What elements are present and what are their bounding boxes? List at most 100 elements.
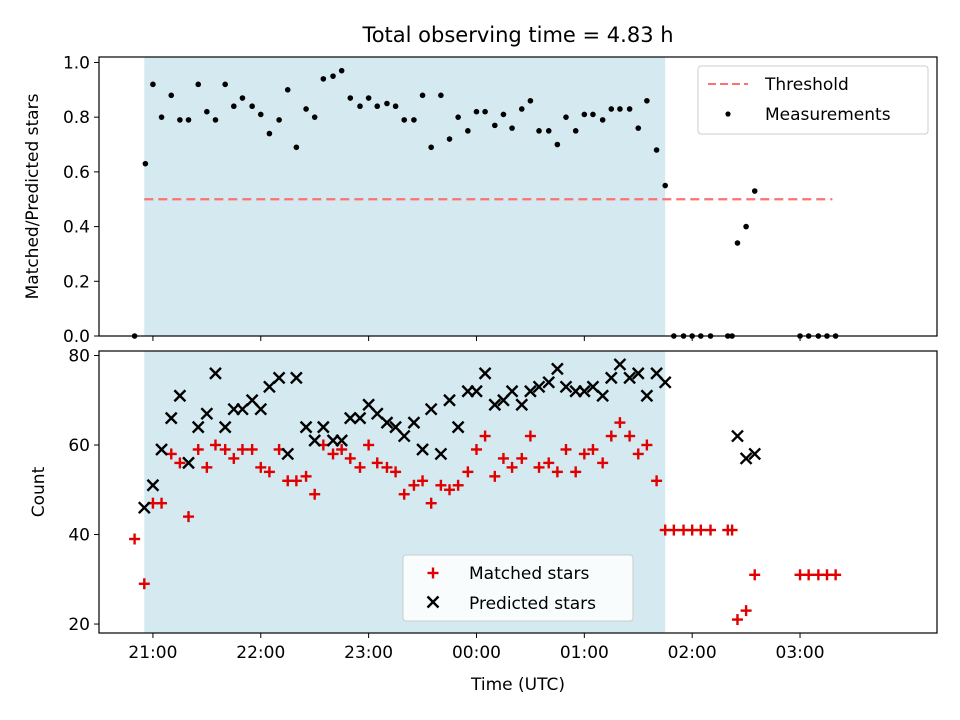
ratio-panel: 0.0 0.2 0.4 0.6 0.8 1.0 Matched/Predicted sta… (23, 53, 938, 347)
matched-star-point (138, 578, 150, 590)
matched-star-point (543, 457, 555, 469)
predicted-star-point (551, 362, 564, 376)
matched-star-point (749, 569, 761, 581)
x-stroke (650, 367, 663, 380)
x-stroke (353, 411, 367, 425)
x-stroke (451, 420, 465, 434)
x-stroke (488, 398, 502, 412)
measurement-point (599, 117, 606, 123)
count-plot-frame (98, 350, 938, 634)
x-stroke (236, 402, 249, 416)
measurement-point (266, 130, 273, 137)
x-stroke (182, 456, 195, 470)
x-stroke (443, 393, 456, 407)
x-stroke (424, 402, 438, 416)
x-stroke (532, 380, 546, 394)
predicted-star-point (281, 447, 295, 461)
measurement-point (572, 128, 579, 134)
y-tick-label: 1.0 (63, 53, 90, 73)
measurement-point (509, 125, 515, 131)
predicted-star-point (254, 402, 268, 416)
matched-star-point (129, 533, 141, 545)
matched-star-point (740, 605, 752, 617)
matched-star-point (632, 448, 644, 460)
matched-star-point (570, 466, 582, 478)
x-stroke (596, 389, 610, 403)
x-stroke (613, 358, 627, 371)
x-stroke (397, 429, 411, 443)
matched-star-point (803, 569, 815, 581)
predicted-star-point (577, 384, 591, 398)
x-stroke (362, 398, 375, 412)
measurement-point (177, 117, 183, 123)
predicted-star-point (182, 456, 195, 470)
measurement-point (465, 128, 471, 134)
predicted-star-point (370, 407, 384, 421)
predicted-star-point (640, 389, 654, 403)
measurement-point (222, 81, 228, 88)
predicted-star-point (308, 434, 322, 447)
x-stroke (380, 416, 394, 429)
measurement-point (653, 147, 660, 153)
measurement-point (492, 122, 498, 129)
matched-star-point (605, 430, 617, 442)
predicted-legend-label: Predicted stars (469, 594, 596, 614)
matched-star-point (236, 443, 248, 455)
count-y-axis: 20 40 60 80 (68, 346, 99, 635)
measurement-point (239, 95, 246, 101)
matched-star-point (668, 524, 680, 536)
y-tick-label: 0.8 (63, 108, 90, 128)
measurement-point (330, 73, 336, 79)
predicted-star-point (272, 371, 286, 385)
measurement-point (150, 81, 156, 88)
x-stroke (731, 429, 744, 443)
matched-star-point (156, 497, 168, 509)
count-panel: 20 40 60 80 21:00 22:00 23:00 00:00 01:00 02:00 0… (29, 346, 938, 695)
x-stroke (343, 411, 357, 425)
predicted-star-point (353, 411, 367, 425)
measurement-point (473, 108, 480, 115)
matched-star-point (363, 439, 375, 451)
measurement-point (617, 106, 623, 112)
x-stroke (335, 434, 349, 447)
measurement-point (142, 160, 149, 167)
measurement-point (455, 114, 461, 120)
count-legend: Matched stars Predicted stars (402, 554, 634, 622)
matched-star-point (624, 430, 636, 442)
matched-legend-label: Matched stars (469, 564, 589, 584)
measurement-point (374, 103, 381, 110)
predicted-star-point (478, 367, 492, 380)
matched-star-point (524, 430, 536, 442)
measurement-point (428, 144, 434, 151)
matched-star-point (560, 443, 572, 455)
measurement-point (500, 111, 507, 118)
predicted-star-point (451, 420, 465, 434)
x-stroke (290, 371, 303, 385)
x-tick-label: 21:00 (128, 643, 177, 663)
x-tick-label: 01:00 (560, 643, 609, 663)
x-stroke (551, 362, 564, 376)
measurement-point (392, 103, 399, 110)
y-tick-label: 80 (68, 346, 90, 366)
matched-star-point (327, 448, 339, 460)
matched-star-point (533, 461, 545, 473)
x-stroke (470, 384, 483, 398)
matched-star-point (597, 457, 609, 469)
measurement-point (384, 100, 390, 107)
x-stroke (515, 398, 529, 412)
measurement-point (257, 111, 264, 118)
measurement-point (608, 106, 615, 112)
measurement-point (158, 114, 165, 120)
y-tick-label: 20 (68, 615, 90, 635)
x-stroke (272, 371, 286, 385)
predicted-star-point (137, 501, 151, 515)
x-stroke (434, 447, 448, 461)
measurement-point (581, 111, 588, 118)
x-stroke (524, 384, 537, 398)
matched-star-point (435, 479, 447, 491)
ratio-y-axis: 0.0 0.2 0.4 0.6 0.8 1.0 (63, 53, 99, 347)
threshold-legend-label: Threshold (764, 75, 849, 95)
x-stroke (200, 407, 214, 421)
predicted-star-point (424, 402, 438, 416)
matched-star-point (417, 475, 429, 487)
